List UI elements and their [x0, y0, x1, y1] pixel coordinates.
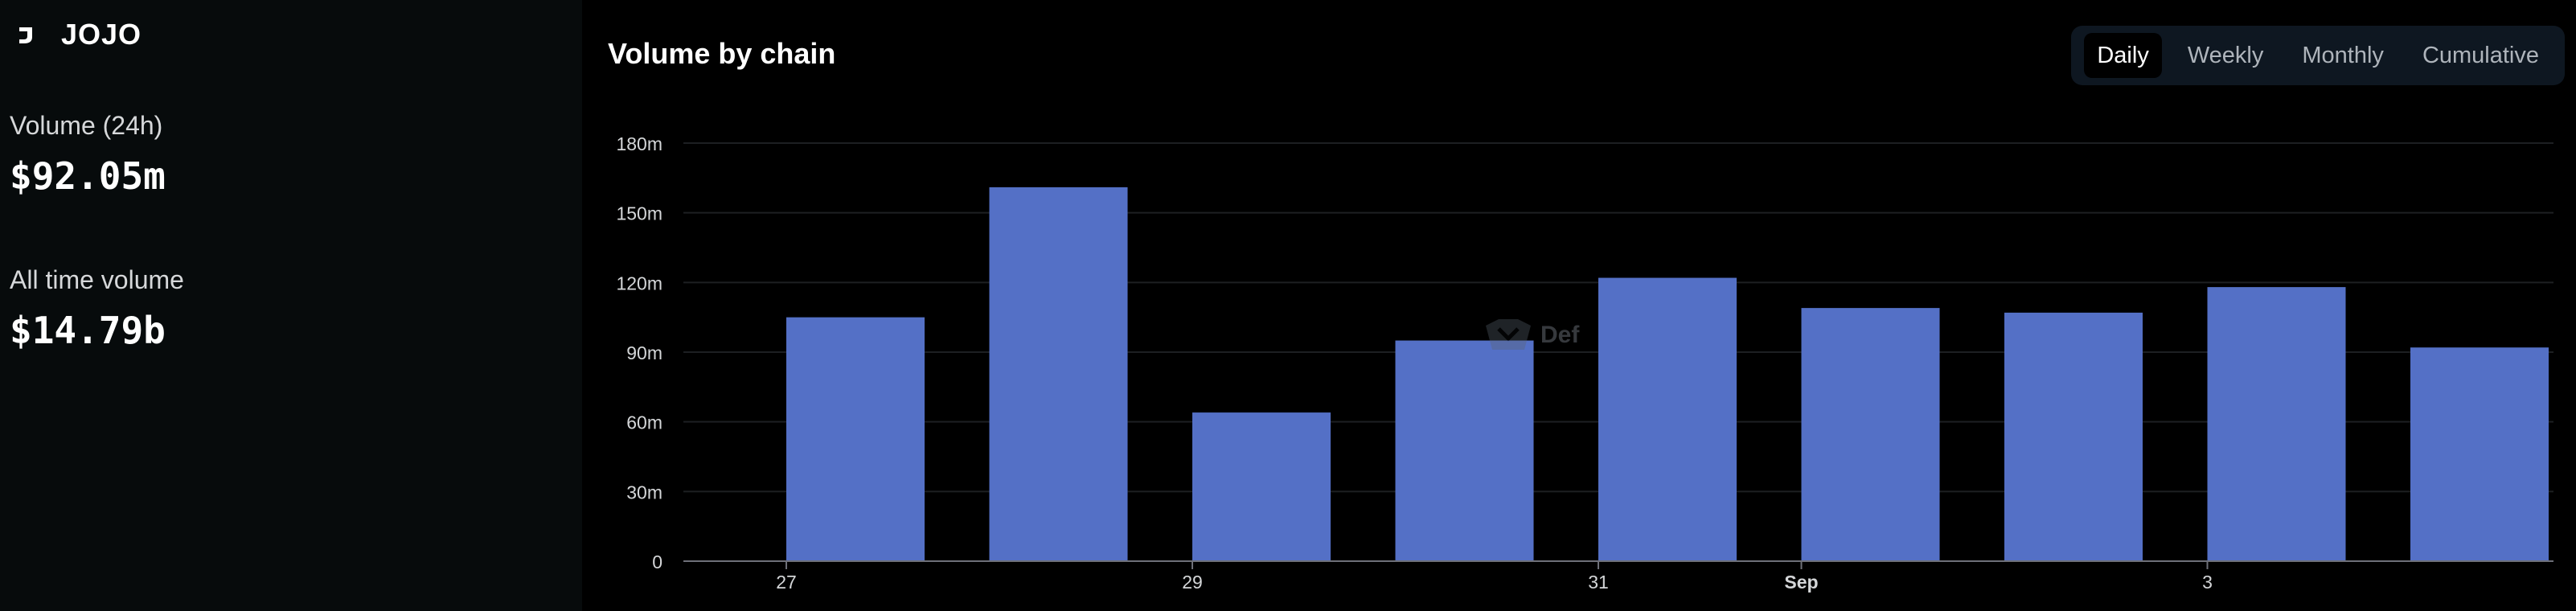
- volume-bar-chart: 0 30m 60m 90m 120m 150m 180m 27 29 31 Sep 3: [616, 133, 2553, 593]
- watermark-text: Def: [1540, 322, 1580, 348]
- bar-2025-09-03: [2207, 287, 2346, 561]
- y-tick-label: 0: [652, 552, 662, 572]
- y-tick-label: 30m: [626, 482, 662, 502]
- y-tick-label: 150m: [616, 203, 662, 224]
- tab-daily[interactable]: Daily: [2084, 33, 2162, 78]
- bar-2025-08-31: [1598, 277, 1737, 561]
- period-tabs: Daily Weekly Monthly Cumulative: [2071, 26, 2565, 85]
- y-tick-label: 60m: [626, 412, 662, 433]
- all-time-volume-value: $14.79b: [10, 309, 166, 352]
- x-tick-label: 29: [1182, 572, 1203, 593]
- bar-2025-08-28: [989, 187, 1128, 561]
- tab-monthly[interactable]: Monthly: [2302, 43, 2384, 68]
- bar-2025-08-29: [1192, 412, 1331, 561]
- volume-24h-value: $92.05m: [10, 154, 166, 198]
- bar-2025-09-02: [2004, 312, 2143, 561]
- volume-24h-label: Volume (24h): [10, 111, 163, 140]
- chart-panel: Volume by chain Daily Weekly Monthly Cum…: [582, 0, 2576, 611]
- watermark-logo-icon: [1486, 319, 1531, 350]
- y-tick-label: 180m: [616, 133, 662, 154]
- watermark: Def: [1483, 318, 1579, 353]
- bar-2025-08-27: [786, 317, 925, 561]
- sidebar: JOJO Volume (24h) $92.05m All time volum…: [0, 0, 582, 611]
- tab-weekly[interactable]: Weekly: [2187, 43, 2264, 68]
- chart-title: Volume by chain: [608, 37, 836, 70]
- y-tick-label: 120m: [616, 273, 662, 293]
- all-time-volume-label: All time volume: [10, 265, 184, 294]
- x-tick-label: Sep: [1784, 572, 1818, 593]
- tab-cumulative[interactable]: Cumulative: [2422, 43, 2539, 68]
- y-tick-label: 90m: [626, 342, 662, 363]
- x-tick-label: 31: [1588, 572, 1609, 593]
- brand: JOJO: [14, 16, 142, 53]
- jojo-logo-icon: [19, 27, 32, 43]
- protocol-name: JOJO: [61, 18, 142, 51]
- x-tick-label: 27: [776, 572, 797, 593]
- x-tick-label: 3: [2202, 572, 2213, 593]
- bar-2025-08-30: [1395, 340, 1534, 561]
- bar-2025-09-04: [2410, 347, 2549, 561]
- bar-2025-09-01: [1801, 308, 1940, 561]
